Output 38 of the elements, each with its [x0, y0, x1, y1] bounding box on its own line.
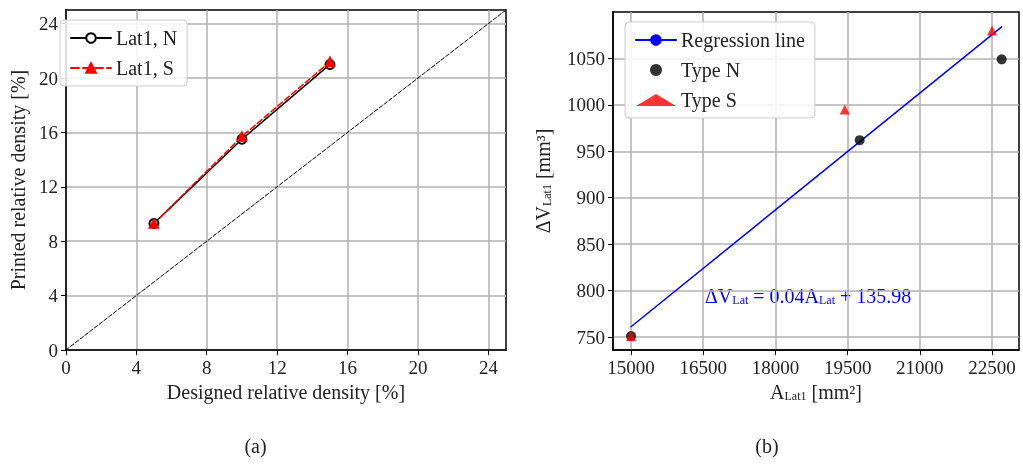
y-tick-label: 0: [48, 339, 58, 361]
y-tick-label: 950: [576, 140, 605, 162]
legend-label: Type S: [681, 89, 737, 112]
x-tick-label: 16: [338, 357, 358, 378]
x-tick-label: 4: [131, 357, 142, 378]
legend-label: Lat1, S: [116, 57, 174, 79]
x-tick-label: 18000: [751, 357, 800, 378]
x-tick-label: 24: [478, 357, 499, 378]
annotation: ΔVLat = 0.04ALat + 135.98: [705, 285, 912, 307]
x-tick-label: 16500: [679, 357, 727, 378]
y-tick-label: 850: [576, 233, 605, 255]
y-tick-label: 24: [38, 13, 59, 35]
x-tick-label: 21000: [896, 357, 944, 378]
y-tick-label: 900: [576, 187, 605, 209]
x-tick-label: 19500: [823, 357, 872, 378]
legend-label: Lat1, N: [116, 27, 178, 49]
y-tick-label: 1000: [567, 94, 605, 116]
y-tick-label: 20: [38, 67, 58, 89]
y-tick-label: 8: [48, 230, 58, 252]
y-axis-title: Printed relative density [%]: [7, 69, 30, 291]
y-tick-label: 12: [38, 176, 58, 198]
y-tick-label: 800: [576, 280, 605, 302]
y-tick-label: 16: [38, 121, 58, 143]
y-tick-label: 1050: [567, 47, 605, 69]
x-axis-title: ALat1 [mm²]: [770, 380, 862, 403]
y-tick-label: 4: [48, 285, 59, 307]
text: (a): [244, 435, 267, 458]
y-axis-title: ΔVLat1 [mm³]: [532, 128, 554, 234]
x-axis-title: Designed relative density [%]: [166, 380, 406, 404]
x-tick-label: 8: [201, 357, 212, 378]
x-tick-label: 22500: [968, 357, 1016, 378]
x-tick-label: 15000: [607, 357, 655, 378]
legend-label: Type N: [681, 59, 741, 82]
x-tick-label: 20: [408, 357, 428, 378]
x-tick-label: 12: [267, 357, 287, 378]
legend-label: Regression line: [681, 29, 805, 52]
text: (b): [755, 435, 779, 458]
y-tick-label: 750: [576, 326, 605, 348]
